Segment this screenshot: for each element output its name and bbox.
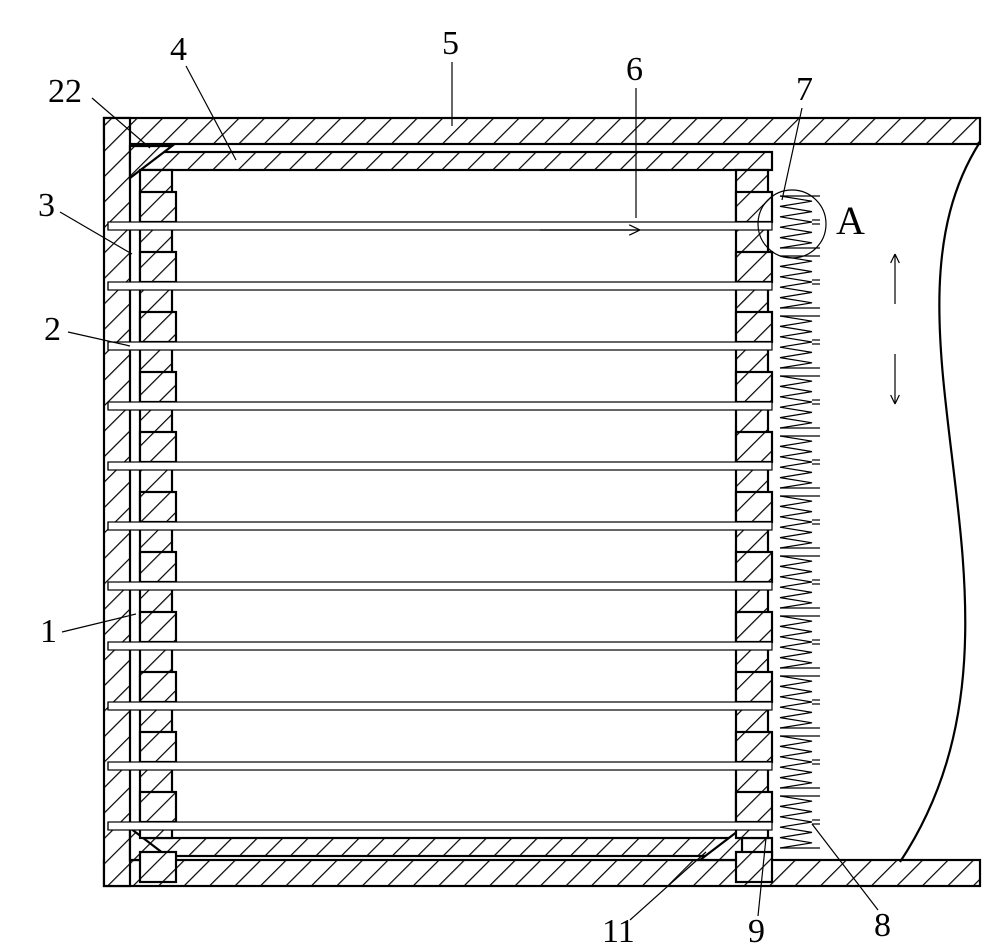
callout-label-4: 4 <box>170 31 187 68</box>
callout-label-A: A <box>836 198 865 243</box>
callout-label-11: 11 <box>602 913 635 950</box>
callout-label-8: 8 <box>874 907 891 944</box>
diagram-root: 224567A3211198 <box>0 0 1000 951</box>
callout-label-2: 2 <box>44 311 61 348</box>
callout-label-5: 5 <box>442 25 459 62</box>
callout-label-7: 7 <box>796 71 813 108</box>
callout-label-22: 22 <box>48 73 82 110</box>
callout-label-3: 3 <box>38 187 55 224</box>
callout-label-1: 1 <box>40 613 57 650</box>
callout-label-6: 6 <box>626 51 643 88</box>
callout-label-9: 9 <box>748 913 765 950</box>
